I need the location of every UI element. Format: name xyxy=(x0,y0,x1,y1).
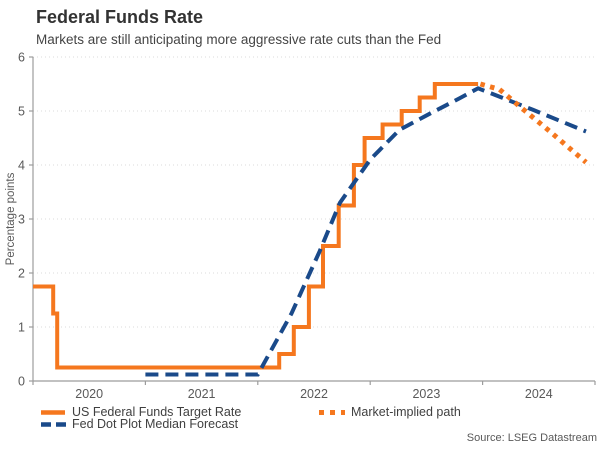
y-tick-label: 3 xyxy=(18,213,25,227)
y-tick-label: 6 xyxy=(18,51,25,65)
x-tick-label: 2023 xyxy=(412,387,440,401)
legend-entry-dot-plot: Fed Dot Plot Median Forecast xyxy=(40,418,238,430)
dotted-line-swatch-icon xyxy=(319,409,345,415)
chart-subtitle: Markets are still anticipating more aggr… xyxy=(36,32,442,47)
legend-label-target-rate: US Federal Funds Target Rate xyxy=(72,405,242,419)
x-tick-label: 2020 xyxy=(75,387,103,401)
legend-entry-market-path: Market-implied path xyxy=(318,406,461,418)
series-line-1 xyxy=(145,86,587,377)
series-line-0 xyxy=(33,82,479,370)
x-tick-label: 2021 xyxy=(188,387,216,401)
legend-label-market-path: Market-implied path xyxy=(351,405,461,419)
y-tick-label: 0 xyxy=(18,375,25,389)
y-tick-label: 1 xyxy=(18,321,25,335)
series-line-2 xyxy=(479,81,588,165)
legend-label-dot-plot: Fed Dot Plot Median Forecast xyxy=(72,417,239,431)
y-axis-title: Percentage points xyxy=(5,172,17,266)
legend-entry-target-rate: US Federal Funds Target Rate xyxy=(40,406,241,418)
source-note: Source: LSEG Datastream xyxy=(466,432,597,444)
x-tick-label: 2024 xyxy=(525,387,553,401)
y-tick-label: 4 xyxy=(18,159,25,173)
x-tick-label: 2022 xyxy=(300,387,328,401)
chart-title: Federal Funds Rate xyxy=(36,7,204,27)
dashed-line-swatch-icon xyxy=(41,421,66,427)
y-tick-label: 5 xyxy=(18,105,25,119)
y-tick-label: 2 xyxy=(18,267,25,281)
solid-line-swatch-icon xyxy=(41,409,65,415)
